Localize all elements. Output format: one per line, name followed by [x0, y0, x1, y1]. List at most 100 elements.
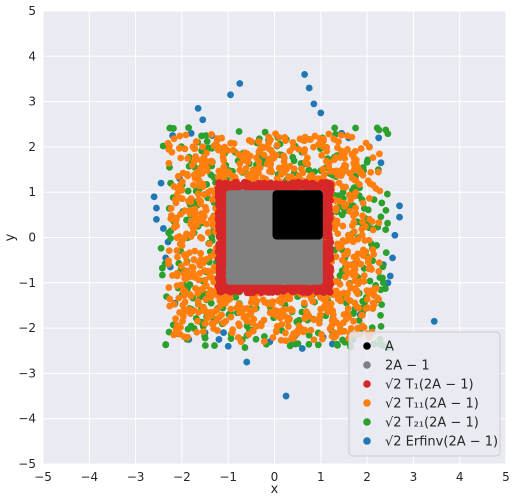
point-t11	[354, 250, 362, 258]
point-2a-minus-1	[230, 277, 238, 285]
point-t11	[173, 282, 181, 290]
point-t11	[167, 215, 175, 223]
point-t11	[319, 335, 326, 343]
point-t11	[358, 311, 365, 319]
point-t11	[204, 314, 211, 322]
point-t21	[167, 234, 174, 242]
point-t11	[208, 157, 215, 165]
point-t11	[252, 174, 260, 182]
legend-marker	[363, 418, 371, 426]
point-t21	[252, 335, 260, 343]
legend-marker	[363, 380, 371, 388]
point-t21	[384, 130, 392, 138]
point-t11	[367, 168, 375, 176]
point-t11	[336, 154, 344, 161]
point-t11	[368, 266, 375, 273]
point-erfinv	[301, 71, 308, 78]
point-t1	[321, 255, 329, 263]
point-t1	[302, 285, 310, 293]
point-t11	[295, 172, 303, 180]
point-t1	[327, 187, 335, 195]
point-t11	[219, 149, 227, 157]
point-t11	[304, 310, 312, 318]
point-t11	[365, 290, 373, 297]
point-t1	[215, 275, 223, 283]
point-t11	[342, 250, 350, 258]
point-t1	[326, 206, 333, 214]
point-t11	[369, 154, 377, 162]
point-t11	[186, 210, 194, 218]
point-t21	[350, 310, 357, 317]
point-t1	[278, 287, 286, 295]
point-t11	[249, 319, 256, 327]
point-2a-minus-1	[228, 256, 235, 264]
point-t11	[204, 189, 212, 197]
point-2a-minus-1	[248, 237, 256, 245]
legend-label: √2 T₁₁(2A − 1)	[385, 397, 479, 412]
point-t11	[301, 133, 309, 141]
point-2a-minus-1	[226, 195, 234, 203]
data-points	[150, 71, 438, 400]
point-t11	[332, 253, 340, 261]
point-t11	[330, 333, 338, 341]
legend-marker	[363, 399, 371, 407]
x-tick-label: −2	[173, 470, 191, 484]
point-t21	[185, 124, 192, 132]
point-t11	[174, 190, 181, 198]
point-t11	[245, 330, 253, 338]
point-2a-minus-1	[299, 259, 307, 267]
point-2a-minus-1	[248, 254, 256, 262]
point-t11	[348, 269, 356, 277]
point-t21	[162, 341, 170, 348]
point-t11	[170, 331, 178, 339]
point-2a-minus-1	[234, 226, 241, 234]
point-t11	[266, 308, 274, 316]
point-t11	[288, 306, 296, 314]
point-erfinv	[389, 254, 396, 262]
point-t11	[182, 275, 190, 283]
point-t11	[355, 304, 363, 312]
point-t21	[355, 316, 363, 324]
point-t11	[170, 135, 178, 143]
point-t1	[322, 232, 330, 240]
point-t11	[167, 205, 175, 212]
point-t11	[179, 313, 187, 321]
point-t11	[199, 143, 206, 151]
point-t11	[323, 157, 330, 165]
point-2a-minus-1	[247, 272, 255, 280]
point-t1	[216, 262, 224, 270]
point-2a-minus-1	[264, 243, 272, 251]
point-2a-minus-1	[242, 276, 249, 284]
point-t21	[227, 335, 235, 342]
point-t11	[186, 270, 193, 278]
point-t11	[203, 220, 210, 228]
x-tick-label: −4	[80, 470, 98, 484]
point-t11	[259, 174, 267, 182]
point-t11	[197, 164, 205, 172]
x-tick-label: 4	[456, 470, 464, 484]
point-t21	[157, 244, 165, 252]
point-erfinv	[317, 109, 325, 117]
point-t11	[189, 223, 196, 231]
legend-marker	[363, 437, 371, 445]
point-t11	[195, 259, 203, 267]
point-t1	[227, 182, 235, 190]
point-t11	[180, 333, 188, 341]
point-t11	[243, 304, 251, 312]
y-tick-label: 0	[28, 231, 36, 245]
point-erfinv	[220, 329, 227, 337]
point-t21	[184, 187, 192, 195]
point-2a-minus-1	[273, 264, 281, 272]
point-t11	[185, 249, 193, 257]
point-t11	[296, 135, 304, 143]
point-t11	[194, 190, 202, 198]
point-t11	[273, 141, 281, 149]
point-2a-minus-1	[291, 264, 299, 272]
point-t11	[346, 297, 354, 304]
point-erfinv	[430, 317, 438, 325]
point-2a-minus-1	[280, 255, 288, 263]
point-t21	[201, 342, 209, 349]
point-t11	[272, 130, 279, 138]
point-2a-minus-1	[288, 256, 296, 264]
y-tick-label: −1	[18, 276, 36, 290]
